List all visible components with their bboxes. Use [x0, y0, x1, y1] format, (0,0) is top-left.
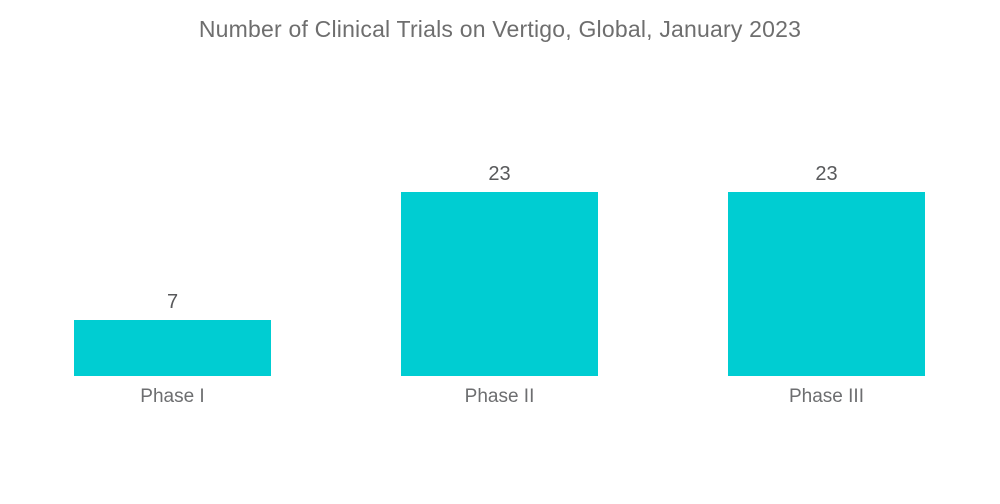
bar	[401, 192, 598, 376]
bar-value-label: 23	[815, 163, 838, 185]
bar-column: 23 Phase III	[663, 0, 990, 406]
category-label: Phase III	[789, 386, 864, 407]
bar-column: 7 Phase I	[9, 0, 336, 406]
bar	[74, 320, 271, 376]
plot-area: 7 Phase I 23 Phase II 23 Phase III	[9, 0, 990, 406]
bar-column: 23 Phase II	[336, 0, 663, 406]
category-label: Phase II	[464, 386, 535, 407]
chart-title: Number of Clinical Trials on Vertigo, Gl…	[198, 16, 802, 42]
bar-value-label: 23	[488, 163, 511, 185]
category-label: Phase I	[140, 386, 205, 407]
bar	[728, 192, 925, 376]
bar-value-label: 7	[166, 291, 179, 313]
